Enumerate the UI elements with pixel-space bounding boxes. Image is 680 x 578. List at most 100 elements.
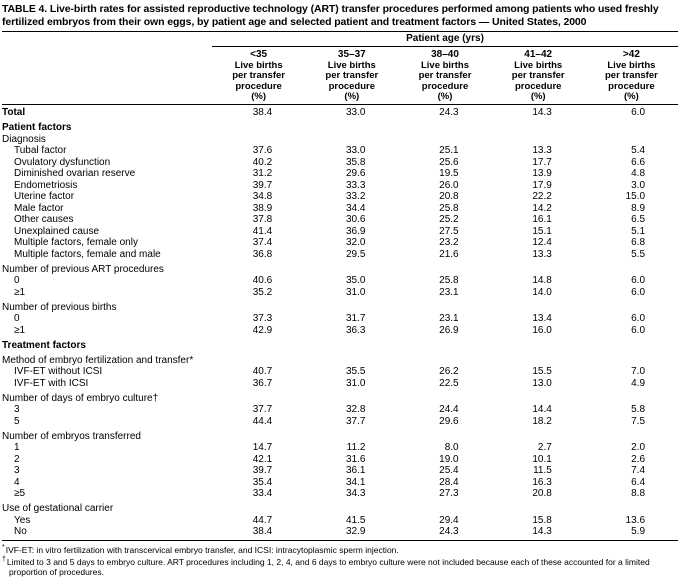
row-label: Multiple factors, female and male <box>14 248 161 260</box>
value-cell: 30.6 <box>345 214 366 226</box>
table-row: ≥1 42.9 36.3 26.9 16.0 6.0 <box>2 325 678 337</box>
row-label: IVF-ET without ICSI <box>14 366 103 378</box>
column-header-41-42: 41–42 Live births per transfer procedure… <box>492 49 585 102</box>
row-label: ≥1 <box>14 286 26 298</box>
row-label: 1 <box>14 442 20 454</box>
section-header-row: Number of embryos transferred <box>2 431 678 443</box>
row-label: Yes <box>14 514 31 526</box>
value-cell: 14.3 <box>532 107 552 119</box>
value-cell: 6.0 <box>631 313 646 325</box>
value-cell: 13.4 <box>532 313 552 325</box>
table-row: Tubal factor 37.6 33.0 25.1 13.3 5.4 <box>2 145 678 157</box>
value-cell: 34.8 <box>252 191 273 203</box>
age-range-label: 38–40 <box>431 49 459 60</box>
value-cell: 23.1 <box>439 313 459 325</box>
value-cell: 22.5 <box>439 377 459 389</box>
value-cell: 27.5 <box>439 225 459 237</box>
footnote-text: IVF-ET: in vitro fertilization with tran… <box>5 544 399 555</box>
table-row: Other causes 37.8 30.6 25.2 16.1 6.5 <box>2 214 678 226</box>
value-cell: 29.6 <box>439 415 459 427</box>
value-cell: 32.9 <box>345 526 366 538</box>
value-cell: 20.8 <box>532 488 552 500</box>
value-cell: 41.4 <box>252 225 273 237</box>
value-cell: 39.7 <box>252 179 273 191</box>
value-cell: 24.4 <box>439 404 459 416</box>
row-label: Diminished ovarian reserve <box>14 168 136 180</box>
value-cell: 33.0 <box>345 145 366 157</box>
column-header-over42: >42 Live births per transfer procedure (… <box>585 49 678 102</box>
value-cell: 32.0 <box>345 237 366 249</box>
row-label: 3 <box>14 465 20 477</box>
value-cell: 23.2 <box>439 237 459 249</box>
value-cell: 42.1 <box>252 453 273 465</box>
row-label: Tubal factor <box>14 145 67 157</box>
value-cell: 15.8 <box>532 514 552 526</box>
value-cell: 2.6 <box>631 453 646 465</box>
value-cell: 33.4 <box>252 488 273 500</box>
row-label: Number of embryos transferred <box>2 430 141 442</box>
value-cell: 11.5 <box>533 465 552 477</box>
value-cell: 7.0 <box>631 366 646 378</box>
row-label: ≥1 <box>14 324 26 336</box>
table-row: Yes 44.7 41.5 29.4 15.8 13.6 <box>2 515 678 527</box>
column-header-under35: <35 Live births per transfer procedure (… <box>212 49 305 102</box>
value-cell: 39.7 <box>252 465 273 477</box>
value-cell: 34.1 <box>345 476 366 488</box>
value-cell: 7.4 <box>631 465 646 477</box>
section-header-row: Number of days of embryo culture† <box>2 393 678 405</box>
value-cell: 26.0 <box>439 179 459 191</box>
value-cell: 8.0 <box>444 442 459 454</box>
value-cell: 36.8 <box>252 248 273 260</box>
row-label: Ovulatory dysfunction <box>14 156 111 168</box>
table-row: 1 14.7 11.2 8.0 2.7 2.0 <box>2 442 678 454</box>
value-cell: 38.4 <box>252 526 273 538</box>
label-column-spacer <box>2 49 212 102</box>
column-header-38-40: 38–40 Live births per transfer procedure… <box>398 49 491 102</box>
value-cell: 31.0 <box>345 377 366 389</box>
row-label: 2 <box>14 453 20 465</box>
value-cell: 6.6 <box>631 156 646 168</box>
value-cell: 37.6 <box>252 145 273 157</box>
value-cell: 14.2 <box>532 202 552 214</box>
row-label: 0 <box>14 275 20 287</box>
age-range-label: >42 <box>622 49 640 60</box>
row-label: Total <box>2 107 26 119</box>
table-row: Multiple factors, female and male 36.8 29.… <box>2 249 678 261</box>
value-cell: 12.4 <box>532 237 552 249</box>
value-cell: 36.3 <box>345 324 366 336</box>
label-column-spacer <box>2 33 212 47</box>
value-cell: 24.3 <box>439 526 459 538</box>
value-cell: 25.1 <box>439 145 459 157</box>
table-row: 4 35.4 34.1 28.4 16.3 6.4 <box>2 477 678 489</box>
footnotes: *IVF-ET: in vitro fertilization with tra… <box>2 541 678 578</box>
row-label: 4 <box>14 476 20 488</box>
table-row: Multiple factors, female only 37.4 32.0 23.… <box>2 237 678 249</box>
value-cell: 32.8 <box>345 404 366 416</box>
value-cell: 17.7 <box>532 156 552 168</box>
column-header-row: <35 Live births per transfer procedure (… <box>2 47 678 106</box>
value-cell: 25.8 <box>439 202 459 214</box>
value-cell: 31.0 <box>345 286 366 298</box>
row-label: Unexplained cause <box>14 225 100 237</box>
row-label: Use of gestational carrier <box>2 503 114 515</box>
row-label: 0 <box>14 313 20 325</box>
row-label: 5 <box>14 415 20 427</box>
value-cell: 35.0 <box>345 275 366 287</box>
value-cell: 26.2 <box>439 366 459 378</box>
age-range-label: 41–42 <box>524 49 553 60</box>
value-cell: 34.3 <box>345 488 366 500</box>
value-cell: 17.9 <box>532 179 552 191</box>
value-cell: 40.2 <box>252 156 273 168</box>
value-cell: 37.7 <box>345 415 366 427</box>
value-cell: 35.5 <box>345 366 366 378</box>
row-label: Uterine factor <box>14 191 75 203</box>
value-cell: 19.5 <box>439 168 459 180</box>
table-row: Total 38.4 33.0 24.3 14.3 6.0 <box>2 107 678 119</box>
row-label: Other causes <box>14 214 74 226</box>
value-cell: 13.9 <box>532 168 552 180</box>
value-cell: 40.7 <box>252 366 273 378</box>
value-cell: 10.1 <box>532 453 552 465</box>
value-cell: 25.6 <box>439 156 459 168</box>
value-cell: 42.9 <box>252 324 273 336</box>
